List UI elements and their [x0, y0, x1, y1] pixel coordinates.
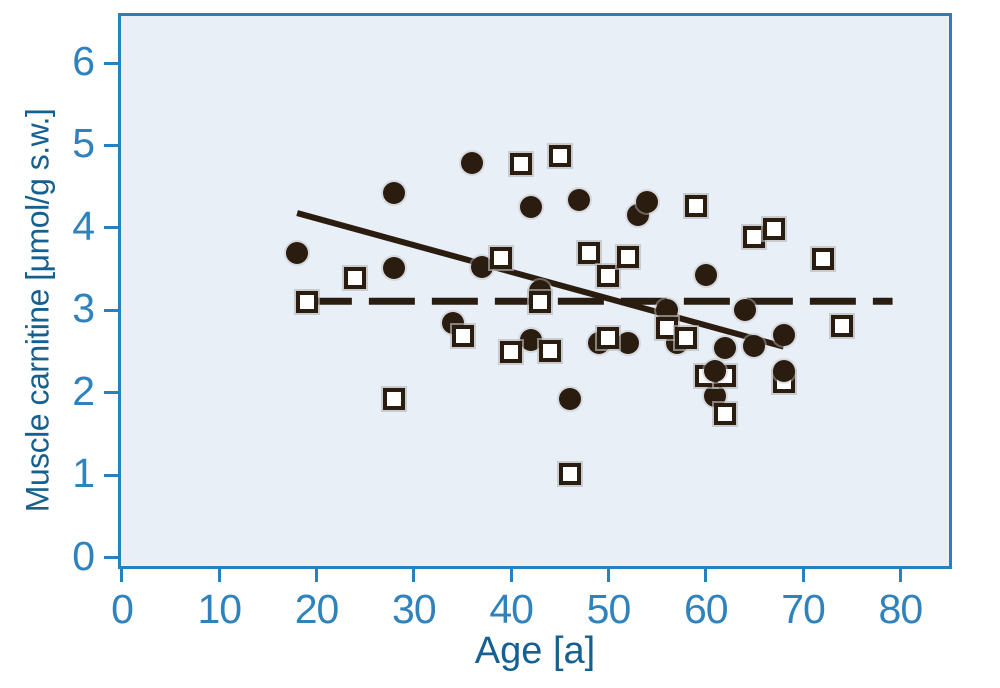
y-axis-tick	[104, 473, 118, 477]
x-axis-tick	[120, 569, 124, 582]
data-point-circle	[461, 151, 484, 174]
x-axis-tick	[217, 569, 221, 582]
x-axis-tick	[801, 569, 805, 582]
x-axis-tick	[704, 569, 708, 582]
x-axis-tick	[898, 569, 902, 582]
y-axis-tick-label: 4	[72, 202, 95, 249]
x-axis-tick	[606, 569, 610, 582]
data-point-circle	[655, 299, 678, 322]
data-point-circle	[704, 359, 727, 382]
data-point-square	[597, 327, 620, 350]
x-axis-title: Age [a]	[474, 630, 596, 672]
x-axis-tick-label: 10	[197, 586, 242, 632]
y-axis-tick-label: 2	[72, 367, 95, 414]
data-point-circle	[772, 324, 795, 347]
data-point-square	[383, 387, 406, 410]
y-axis-tick-label: 0	[72, 532, 95, 579]
y-axis-tick	[104, 61, 118, 65]
data-point-square	[490, 246, 513, 269]
data-point-square	[558, 462, 581, 485]
data-point-square	[295, 291, 318, 314]
data-point-circle	[636, 190, 659, 213]
x-axis-tick-label: 50	[586, 586, 632, 632]
data-point-circle	[694, 263, 717, 286]
x-axis-tick-label: 30	[392, 586, 437, 632]
y-axis-tick	[104, 556, 118, 560]
x-axis-tick-label: 20	[294, 586, 340, 632]
plot-area: 0 10 20 30 40 50 60 70 80 0 1 2 3 4 5 6	[72, 13, 952, 632]
x-axis-tick	[315, 569, 319, 582]
data-point-circle	[616, 332, 639, 355]
data-point-square	[675, 327, 698, 350]
data-point-circle	[772, 359, 795, 382]
y-axis-tick-label: 1	[72, 450, 95, 497]
data-point-square	[597, 264, 620, 287]
y-axis-tick-label: 3	[72, 285, 95, 332]
data-point-circle	[714, 337, 737, 360]
data-point-circle	[743, 334, 766, 357]
data-point-circle	[733, 299, 756, 322]
data-point-square	[500, 340, 523, 363]
data-point-circle	[519, 196, 542, 219]
data-point-circle	[470, 256, 493, 279]
data-point-circle	[519, 329, 542, 352]
y-axis-tick	[104, 308, 118, 312]
data-point-square	[811, 248, 834, 271]
data-point-square	[451, 324, 474, 347]
data-point-circle	[286, 241, 309, 264]
data-point-square	[762, 217, 785, 240]
data-point-square	[539, 339, 562, 362]
data-point-square	[830, 315, 853, 338]
x-axis-tick	[509, 569, 513, 582]
x-axis-tick-label: 60	[683, 586, 729, 632]
x-axis-tick	[412, 569, 416, 582]
data-point-square	[685, 194, 708, 217]
data-point-square	[616, 245, 639, 268]
x-axis-tick-label: 40	[489, 586, 534, 632]
data-point-square	[578, 242, 600, 265]
data-point-square	[529, 291, 552, 314]
y-axis-tick	[104, 143, 118, 147]
y-axis-tick-label: 6	[72, 38, 95, 84]
data-point-square	[509, 153, 532, 176]
data-point-square	[344, 267, 367, 290]
x-axis-tick-label: 70	[781, 586, 826, 632]
data-point-square	[714, 403, 737, 426]
x-axis-tick-label: 0	[111, 586, 134, 632]
data-point-circle	[568, 188, 591, 211]
y-axis-tick	[104, 391, 118, 395]
data-point-circle	[383, 257, 406, 280]
y-axis-tick	[104, 226, 118, 230]
data-point-circle	[383, 182, 406, 205]
data-point-circle	[704, 385, 727, 408]
x-axis-tick-label: 80	[878, 586, 924, 632]
y-axis-tick-label: 5	[72, 120, 95, 167]
data-point-square	[548, 145, 571, 168]
data-point-circle	[558, 387, 581, 410]
